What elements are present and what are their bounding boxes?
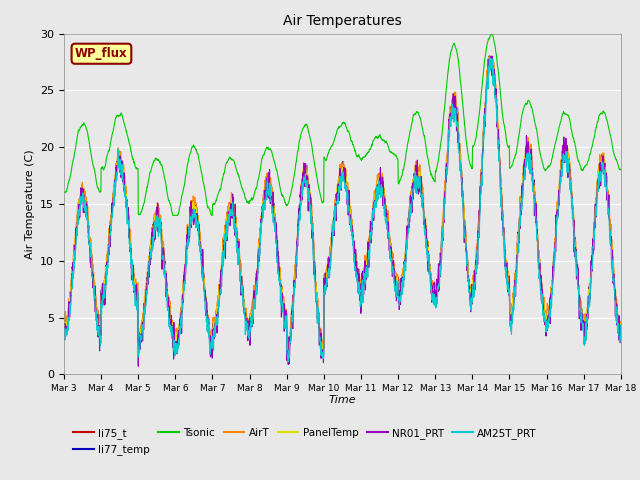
Legend: li75_t, li77_temp, Tsonic, AirT, PanelTemp, NR01_PRT, AM25T_PRT: li75_t, li77_temp, Tsonic, AirT, PanelTe… xyxy=(69,424,541,459)
li77_temp xyxy=(285,351,292,357)
li77_temp xyxy=(60,327,68,333)
li77_temp xyxy=(568,198,576,204)
NR01_PRT xyxy=(216,296,223,301)
PanelTemp xyxy=(487,53,495,59)
AirT xyxy=(485,53,493,59)
Line: li77_temp: li77_temp xyxy=(64,56,621,354)
AM25T_PRT xyxy=(359,291,367,297)
NR01_PRT xyxy=(568,194,576,200)
AirT xyxy=(60,319,68,324)
li77_temp xyxy=(371,191,379,197)
li75_t xyxy=(60,327,68,333)
X-axis label: Time: Time xyxy=(328,395,356,405)
AirT xyxy=(284,348,291,353)
Tsonic xyxy=(371,135,379,141)
PanelTemp xyxy=(568,198,576,204)
Line: NR01_PRT: NR01_PRT xyxy=(64,56,621,366)
li77_temp xyxy=(216,284,223,289)
PanelTemp xyxy=(505,280,513,286)
li77_temp xyxy=(359,277,367,283)
NR01_PRT xyxy=(617,336,625,342)
Tsonic xyxy=(60,190,68,195)
Text: WP_flux: WP_flux xyxy=(75,47,128,60)
li75_t xyxy=(485,53,493,59)
Tsonic xyxy=(505,145,513,151)
li77_temp xyxy=(584,304,591,310)
NR01_PRT xyxy=(359,290,367,296)
AM25T_PRT xyxy=(284,359,292,365)
NR01_PRT xyxy=(486,53,493,59)
Tsonic xyxy=(359,155,367,161)
Tsonic xyxy=(216,188,223,193)
PanelTemp xyxy=(216,287,223,292)
li75_t xyxy=(505,278,513,284)
AM25T_PRT xyxy=(60,329,68,335)
Line: AM25T_PRT: AM25T_PRT xyxy=(64,56,621,362)
PanelTemp xyxy=(359,279,367,285)
AirT xyxy=(216,286,223,291)
AirT xyxy=(371,189,379,194)
Y-axis label: Air Temperature (C): Air Temperature (C) xyxy=(24,149,35,259)
li77_temp xyxy=(485,53,493,59)
Line: PanelTemp: PanelTemp xyxy=(64,56,621,352)
AirT xyxy=(617,321,625,327)
NR01_PRT xyxy=(60,334,68,340)
li75_t xyxy=(216,285,223,290)
AM25T_PRT xyxy=(371,203,379,209)
li75_t xyxy=(584,308,591,313)
li77_temp xyxy=(505,278,513,284)
PanelTemp xyxy=(285,349,292,355)
Line: li75_t: li75_t xyxy=(64,56,621,353)
PanelTemp xyxy=(371,195,379,201)
li75_t xyxy=(285,350,292,356)
Title: Air Temperatures: Air Temperatures xyxy=(283,14,402,28)
NR01_PRT xyxy=(371,199,379,205)
li75_t xyxy=(568,198,576,204)
Tsonic xyxy=(617,167,625,173)
Tsonic xyxy=(169,213,177,218)
NR01_PRT xyxy=(505,289,513,295)
PanelTemp xyxy=(617,320,625,326)
Line: AirT: AirT xyxy=(64,56,621,350)
AM25T_PRT xyxy=(617,322,625,327)
AirT xyxy=(359,271,367,276)
Tsonic xyxy=(488,31,495,36)
NR01_PRT xyxy=(134,363,142,369)
li75_t xyxy=(371,191,379,196)
li75_t xyxy=(617,323,625,329)
AM25T_PRT xyxy=(505,291,513,297)
AM25T_PRT xyxy=(584,312,591,317)
Tsonic xyxy=(584,159,591,165)
PanelTemp xyxy=(584,307,591,313)
li77_temp xyxy=(617,323,625,328)
Tsonic xyxy=(568,130,576,135)
AM25T_PRT xyxy=(486,53,493,59)
li75_t xyxy=(359,276,367,282)
AM25T_PRT xyxy=(216,304,223,310)
Line: Tsonic: Tsonic xyxy=(64,34,621,216)
PanelTemp xyxy=(60,322,68,327)
NR01_PRT xyxy=(584,308,591,313)
AirT xyxy=(568,200,576,206)
AM25T_PRT xyxy=(568,195,576,201)
AirT xyxy=(505,276,513,282)
AirT xyxy=(584,305,591,311)
